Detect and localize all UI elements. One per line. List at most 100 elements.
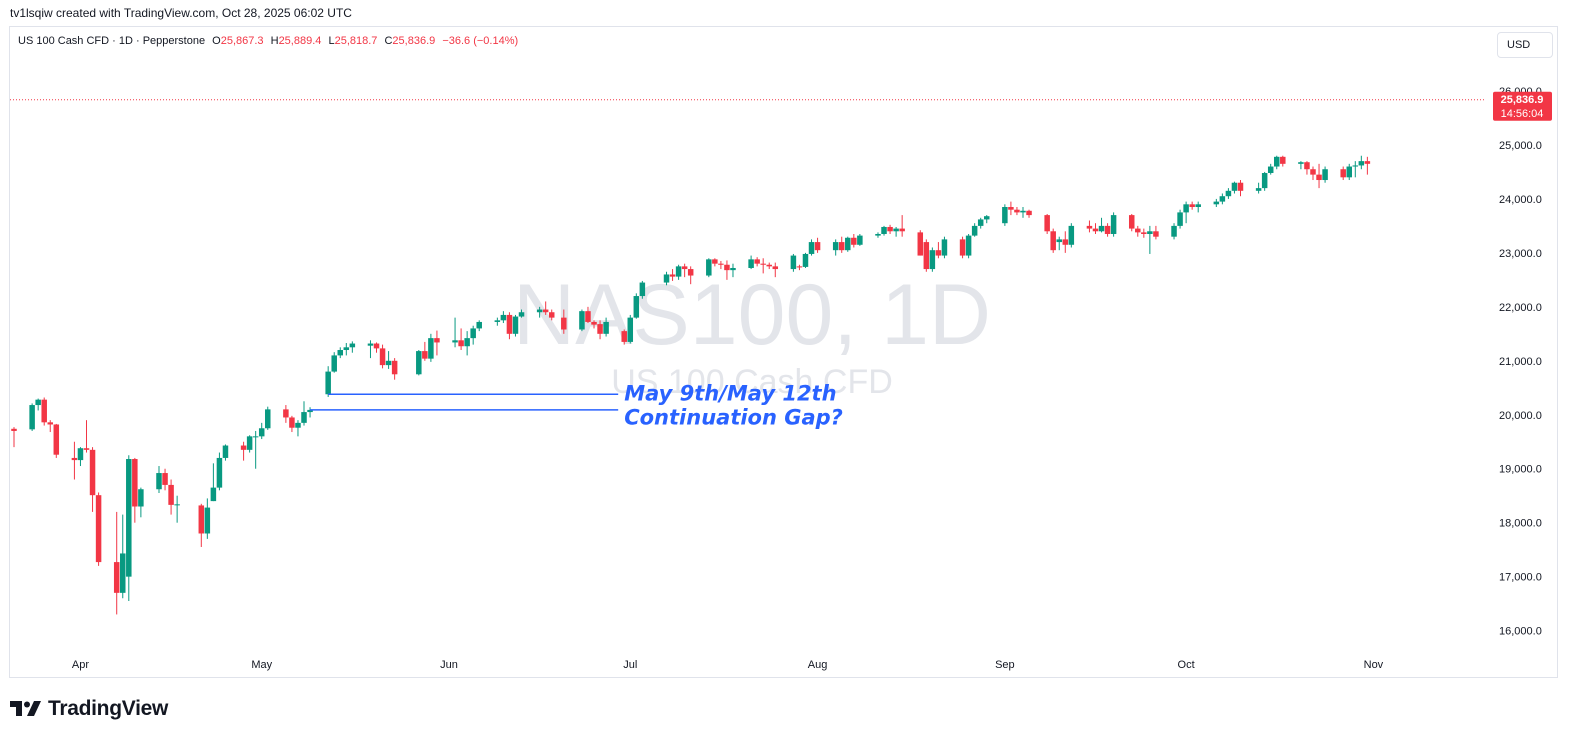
time-tick-label: Oct xyxy=(1178,659,1195,671)
candle-body xyxy=(120,553,126,592)
candle-body xyxy=(138,489,144,506)
candle xyxy=(84,420,90,452)
candle xyxy=(422,342,428,361)
candle xyxy=(1020,207,1026,218)
candle xyxy=(1105,223,1111,236)
symbol-legend[interactable]: US 100 Cash CFD · 1D · Pepperstone O25,8… xyxy=(18,35,518,47)
candle xyxy=(1189,202,1195,210)
candle xyxy=(1044,214,1050,234)
candle xyxy=(301,401,307,425)
candle xyxy=(966,234,972,258)
candle xyxy=(464,331,470,355)
candle xyxy=(712,258,718,266)
candle xyxy=(942,237,948,259)
last-price-badge[interactable]: 25,836.9 14:56:04 xyxy=(1493,92,1552,121)
candle xyxy=(1026,210,1032,218)
candle-body xyxy=(1093,229,1099,232)
candle-body xyxy=(132,459,138,506)
candle-body xyxy=(676,266,682,276)
candle xyxy=(386,351,392,369)
candle-body xyxy=(223,446,229,458)
annotation-line: Continuation Gap? xyxy=(624,405,843,429)
candle xyxy=(748,256,754,269)
candle xyxy=(1135,226,1141,237)
candle xyxy=(1346,164,1352,180)
candle xyxy=(470,326,476,345)
candle-body xyxy=(1044,215,1050,231)
candle xyxy=(1014,207,1020,215)
candle-body xyxy=(585,311,591,322)
candle-body xyxy=(924,242,930,269)
candle-body xyxy=(1268,167,1274,173)
candle-body xyxy=(416,351,422,374)
candle xyxy=(253,431,259,469)
candle-body xyxy=(283,409,289,417)
candle-body xyxy=(628,318,634,342)
candle-body xyxy=(1111,215,1117,234)
candle xyxy=(126,455,132,601)
candle-body xyxy=(464,338,470,346)
candle-body xyxy=(621,331,627,342)
candle-body xyxy=(1322,169,1328,180)
candle-body xyxy=(452,340,458,342)
candle-body xyxy=(90,450,96,495)
candle-body xyxy=(1316,175,1322,180)
candle xyxy=(338,347,344,358)
candle-body xyxy=(748,259,754,268)
price-chart[interactable]: NAS100, 1D US 100 Cash CFD May 9th/May 1… xyxy=(10,27,1557,677)
currency-button[interactable]: USD xyxy=(1497,32,1553,58)
candle-body xyxy=(1056,239,1062,242)
annotation-text[interactable]: May 9th/May 12th Continuation Gap? xyxy=(624,381,843,429)
candle xyxy=(1008,202,1014,215)
candle xyxy=(1129,214,1135,231)
candle xyxy=(857,234,863,246)
candle-body xyxy=(1129,215,1135,228)
candle xyxy=(845,237,851,252)
candle xyxy=(434,331,440,356)
candle xyxy=(978,218,984,229)
brand-name[interactable]: TradingView xyxy=(48,697,168,721)
candle xyxy=(168,480,174,515)
candle-body xyxy=(670,274,676,276)
candle-body xyxy=(603,322,609,334)
candle-body xyxy=(174,504,180,505)
candle xyxy=(217,453,223,491)
candle-body xyxy=(1050,231,1056,250)
candle-body xyxy=(1256,188,1262,191)
price-axis[interactable]: 16,000.0 17,000.0 18,000.0 19,000.0 20,000.0… xyxy=(1493,86,1552,638)
annotations-layer[interactable]: May 9th/May 12th Continuation Gap? xyxy=(310,381,843,429)
candle xyxy=(960,237,966,259)
candle xyxy=(1226,188,1232,199)
candle-body xyxy=(688,269,694,275)
time-axis[interactable]: Apr May Jun Jul Aug Sep Oct Nov xyxy=(72,659,1384,671)
candle-body xyxy=(881,227,887,234)
time-tick-label: Aug xyxy=(808,659,828,671)
candle-body xyxy=(35,400,41,405)
candle-body xyxy=(48,422,54,424)
candle xyxy=(374,342,380,352)
candle-body xyxy=(96,495,102,562)
candle xyxy=(507,312,513,339)
time-tick-label: Jun xyxy=(440,659,458,671)
candle xyxy=(476,320,482,331)
low-value: 25,818.7 xyxy=(335,35,378,47)
candle xyxy=(1268,164,1274,175)
candle-body xyxy=(422,351,428,359)
candle-body xyxy=(11,429,17,431)
candle-body xyxy=(1226,191,1232,196)
candle-body xyxy=(513,317,519,334)
candle-body xyxy=(1214,202,1220,205)
symbol-title[interactable]: US 100 Cash CFD · 1D · Pepperstone xyxy=(18,35,205,47)
candle-body xyxy=(543,310,549,313)
candle xyxy=(1147,226,1153,254)
watermark-title: NAS100, 1D xyxy=(513,267,991,363)
tradingview-logo-icon[interactable] xyxy=(10,700,42,718)
price-tick-label: 17,000.0 xyxy=(1499,572,1542,584)
candle-body xyxy=(754,259,760,263)
candle-body xyxy=(1195,204,1201,207)
candle-body xyxy=(1069,226,1075,245)
candle-body xyxy=(809,242,815,254)
candle xyxy=(1195,202,1201,213)
candle-body xyxy=(1141,232,1147,234)
candle-body xyxy=(265,409,271,428)
